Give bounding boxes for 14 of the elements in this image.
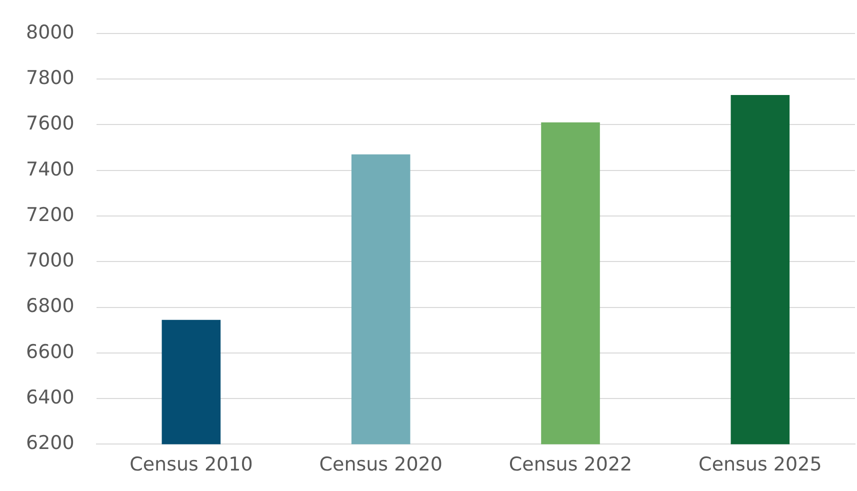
y-tick-label: 7800 (26, 66, 74, 89)
y-tick-label: 6800 (26, 295, 74, 318)
y-tick-label: 8000 (26, 21, 74, 44)
x-tick-label: Census 2020 (319, 454, 442, 476)
y-tick-label: 7600 (26, 112, 74, 135)
y-tick-label: 6400 (26, 386, 74, 408)
y-tick-label: 7000 (26, 250, 74, 272)
x-tick-label: Census 2025 (698, 454, 822, 476)
y-tick-label: 6600 (26, 340, 74, 363)
y-tick-label: 7400 (26, 158, 74, 180)
x-tick-label: Census 2010 (130, 454, 253, 476)
y-tick-label: 7200 (26, 204, 74, 226)
y-tick-label: 6200 (26, 432, 74, 454)
x-tick-label: Census 2022 (508, 454, 632, 476)
